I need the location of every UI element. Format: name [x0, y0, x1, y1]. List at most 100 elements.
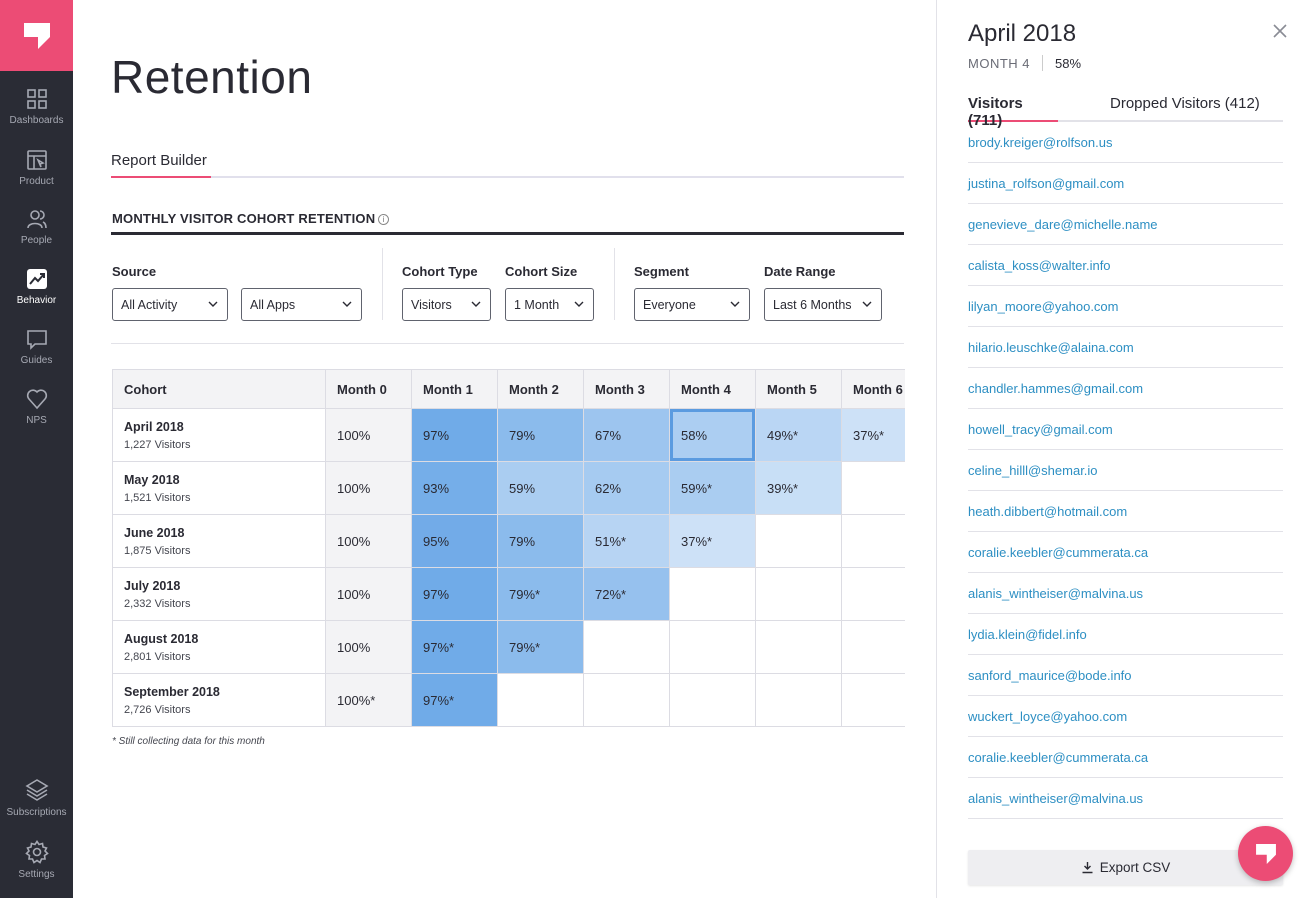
- retention-cell[interactable]: 79%*: [497, 620, 584, 674]
- column-header[interactable]: Month 3: [583, 369, 670, 409]
- visitor-email-link[interactable]: justina_rolfson@gmail.com: [968, 163, 1283, 204]
- retention-cell[interactable]: 59%: [497, 461, 584, 515]
- column-header[interactable]: Month 1: [411, 369, 498, 409]
- cohort-name: June 2018: [124, 525, 185, 540]
- table-row: April 2018 1,227 Visitors 100% 97% 79% 67% 58%…: [112, 408, 905, 462]
- table-row: August 2018 2,801 Visitors 100% 97%* 79%*: [112, 620, 905, 674]
- cohort-cell: July 2018 2,332 Visitors: [112, 567, 326, 621]
- cohort-type-select[interactable]: Visitors: [402, 288, 491, 321]
- retention-cell[interactable]: 72%*: [583, 567, 670, 621]
- table-row: July 2018 2,332 Visitors 100% 97% 79%* 72%*: [112, 567, 905, 621]
- sidebar-item-product[interactable]: Product: [0, 149, 73, 187]
- retention-cell[interactable]: 49%*: [755, 408, 842, 462]
- tab-report-builder[interactable]: Report Builder: [111, 150, 211, 178]
- sidebar-item-guides[interactable]: Guides: [0, 328, 73, 366]
- sidebar-item-nps[interactable]: NPS: [0, 388, 73, 426]
- retention-cell: 100%: [325, 620, 412, 674]
- chevron-down-icon: [342, 301, 352, 307]
- retention-cell[interactable]: 95%: [411, 514, 498, 568]
- visitor-email-link[interactable]: coralie.keebler@cummerata.ca: [968, 532, 1283, 573]
- visitor-email-link[interactable]: lilyan_moore@yahoo.com: [968, 286, 1283, 327]
- retention-table-scroll[interactable]: Cohort Month 0 Month 1 Month 2 Month 3 M…: [112, 369, 905, 727]
- retention-cell[interactable]: 93%: [411, 461, 498, 515]
- export-csv-button[interactable]: Export CSV: [968, 850, 1283, 885]
- heart-icon: [26, 389, 47, 410]
- info-icon[interactable]: i: [378, 214, 390, 225]
- sidebar-item-dashboards[interactable]: Dashboards: [0, 88, 73, 126]
- sidebar-item-subscriptions[interactable]: Subscriptions: [0, 778, 73, 818]
- cohort-visitor-count: 2,726 Visitors: [124, 703, 191, 716]
- cohort-visitor-count: 2,801 Visitors: [124, 650, 191, 663]
- close-icon[interactable]: [1271, 22, 1289, 40]
- retention-cell[interactable]: 79%: [497, 514, 584, 568]
- apps-select[interactable]: All Apps: [241, 288, 362, 321]
- sidebar-item-settings[interactable]: Settings: [0, 840, 73, 880]
- column-header[interactable]: Month 6: [841, 369, 905, 409]
- visitor-email-link[interactable]: wuckert_loyce@yahoo.com: [968, 696, 1283, 737]
- column-header[interactable]: Month 0: [325, 369, 412, 409]
- retention-cell: 100%*: [325, 673, 412, 727]
- retention-cell[interactable]: 97%*: [411, 673, 498, 727]
- retention-cell[interactable]: 67%: [583, 408, 670, 462]
- column-header[interactable]: Month 2: [497, 369, 584, 409]
- retention-cell[interactable]: 97%: [411, 567, 498, 621]
- visitor-email-link[interactable]: hilario.leuschke@alaina.com: [968, 327, 1283, 368]
- retention-cell[interactable]: 51%*: [583, 514, 670, 568]
- visitor-email-link[interactable]: alanis_wintheiser@malvina.us: [968, 778, 1283, 819]
- cohort-visitor-count: 1,521 Visitors: [124, 491, 191, 504]
- source-select[interactable]: All Activity: [112, 288, 228, 321]
- retention-cell: 100%: [325, 408, 412, 462]
- source-select-value: All Activity: [121, 298, 178, 312]
- visitor-email-link[interactable]: lydia.klein@fidel.info: [968, 614, 1283, 655]
- retention-cell[interactable]: 58%: [669, 408, 756, 462]
- retention-cell[interactable]: 79%: [497, 408, 584, 462]
- help-launcher-button[interactable]: [1238, 826, 1293, 881]
- visitor-email-link[interactable]: celine_hilll@shemar.io: [968, 450, 1283, 491]
- retention-cell[interactable]: 39%*: [755, 461, 842, 515]
- retention-cell[interactable]: 37%*: [841, 408, 905, 462]
- column-header[interactable]: Month 5: [755, 369, 842, 409]
- visitor-email-link[interactable]: calista_koss@walter.info: [968, 245, 1283, 286]
- cohort-name: April 2018: [124, 419, 184, 434]
- visitor-email-link[interactable]: alanis_wintheiser@malvina.us: [968, 573, 1283, 614]
- visitor-email-link[interactable]: brody.kreiger@rolfson.us: [968, 122, 1283, 163]
- retention-cell[interactable]: 97%*: [411, 620, 498, 674]
- visitor-email-link[interactable]: coralie.keebler@cummerata.ca: [968, 737, 1283, 778]
- column-header[interactable]: Cohort: [112, 369, 326, 409]
- column-header[interactable]: Month 4: [669, 369, 756, 409]
- empty-cell: [669, 620, 756, 674]
- tab-dropped-visitors[interactable]: Dropped Visitors (412): [1110, 95, 1260, 112]
- gear-icon: [24, 840, 49, 864]
- panel-percent: 58%: [1055, 56, 1082, 71]
- tab-visitors[interactable]: Visitors (711): [968, 95, 1058, 129]
- date-range-select[interactable]: Last 6 Months: [764, 288, 882, 321]
- retention-cell[interactable]: 37%*: [669, 514, 756, 568]
- visitor-email-link[interactable]: heath.dibbert@hotmail.com: [968, 491, 1283, 532]
- table-row: May 2018 1,521 Visitors 100% 93% 59% 62% 59%* 3…: [112, 461, 905, 515]
- visitor-email-link[interactable]: genevieve_dare@michelle.name: [968, 204, 1283, 245]
- pendo-logo-icon: [1255, 843, 1276, 864]
- cohort-type-select-value: Visitors: [411, 298, 452, 312]
- retention-cell[interactable]: 97%: [411, 408, 498, 462]
- empty-cell: [841, 514, 905, 568]
- retention-cell[interactable]: 79%*: [497, 567, 584, 621]
- date-range-label: Date Range: [764, 264, 836, 279]
- visitor-email-link[interactable]: sanford_maurice@bode.info: [968, 655, 1283, 696]
- panel-tabs: Visitors (711) Dropped Visitors (412): [968, 95, 1283, 129]
- visitor-email-link[interactable]: howell_tracy@gmail.com: [968, 409, 1283, 450]
- cohort-size-select[interactable]: 1 Month: [505, 288, 594, 321]
- chevron-down-icon: [730, 301, 740, 307]
- sidebar-item-people[interactable]: People: [0, 208, 73, 246]
- sidebar-item-label: NPS: [26, 415, 47, 426]
- visitor-email-link[interactable]: chandler.hammes@gmail.com: [968, 368, 1283, 409]
- table-row: June 2018 1,875 Visitors 100% 95% 79% 51%* 37%…: [112, 514, 905, 568]
- sidebar-item-behavior[interactable]: Behavior: [0, 268, 73, 306]
- retention-cell[interactable]: 62%: [583, 461, 670, 515]
- empty-cell: [583, 620, 670, 674]
- retention-cell[interactable]: 59%*: [669, 461, 756, 515]
- segment-select[interactable]: Everyone: [634, 288, 750, 321]
- source-label: Source: [112, 264, 157, 279]
- cohort-size-select-value: 1 Month: [514, 298, 560, 312]
- logo[interactable]: [0, 0, 73, 71]
- panel-title: April 2018: [968, 20, 1077, 47]
